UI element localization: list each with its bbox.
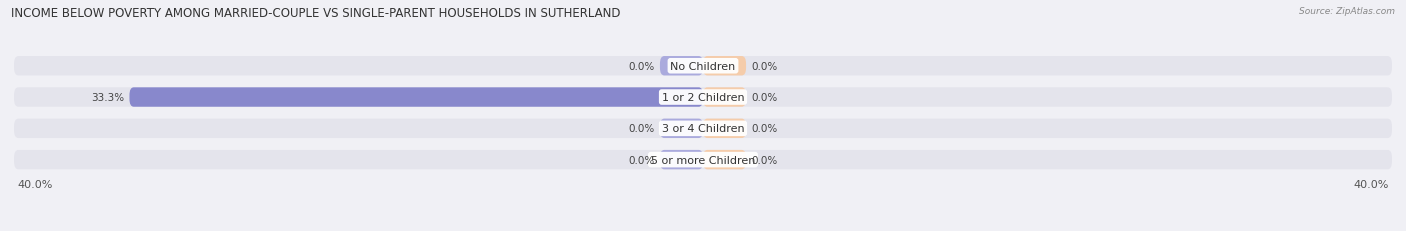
FancyBboxPatch shape (659, 119, 703, 138)
FancyBboxPatch shape (14, 57, 1392, 76)
FancyBboxPatch shape (703, 57, 747, 76)
Text: 33.3%: 33.3% (91, 93, 124, 103)
Legend: Married Couples, Single Parents: Married Couples, Single Parents (595, 226, 811, 231)
FancyBboxPatch shape (659, 150, 703, 170)
FancyBboxPatch shape (129, 88, 703, 107)
FancyBboxPatch shape (703, 88, 747, 107)
Text: Source: ZipAtlas.com: Source: ZipAtlas.com (1299, 7, 1395, 16)
FancyBboxPatch shape (659, 57, 703, 76)
Text: 1 or 2 Children: 1 or 2 Children (662, 93, 744, 103)
FancyBboxPatch shape (703, 150, 747, 170)
Text: 0.0%: 0.0% (628, 61, 655, 71)
FancyBboxPatch shape (703, 119, 747, 138)
FancyBboxPatch shape (14, 119, 1392, 138)
Text: 0.0%: 0.0% (628, 124, 655, 134)
Text: 0.0%: 0.0% (751, 93, 778, 103)
Text: 0.0%: 0.0% (628, 155, 655, 165)
Text: INCOME BELOW POVERTY AMONG MARRIED-COUPLE VS SINGLE-PARENT HOUSEHOLDS IN SUTHERL: INCOME BELOW POVERTY AMONG MARRIED-COUPL… (11, 7, 620, 20)
Text: 0.0%: 0.0% (751, 124, 778, 134)
Text: 0.0%: 0.0% (751, 155, 778, 165)
Text: 3 or 4 Children: 3 or 4 Children (662, 124, 744, 134)
FancyBboxPatch shape (14, 150, 1392, 170)
Text: No Children: No Children (671, 61, 735, 71)
Text: 40.0%: 40.0% (17, 179, 53, 189)
Text: 40.0%: 40.0% (1353, 179, 1389, 189)
Text: 0.0%: 0.0% (751, 61, 778, 71)
Text: 5 or more Children: 5 or more Children (651, 155, 755, 165)
FancyBboxPatch shape (14, 88, 1392, 107)
